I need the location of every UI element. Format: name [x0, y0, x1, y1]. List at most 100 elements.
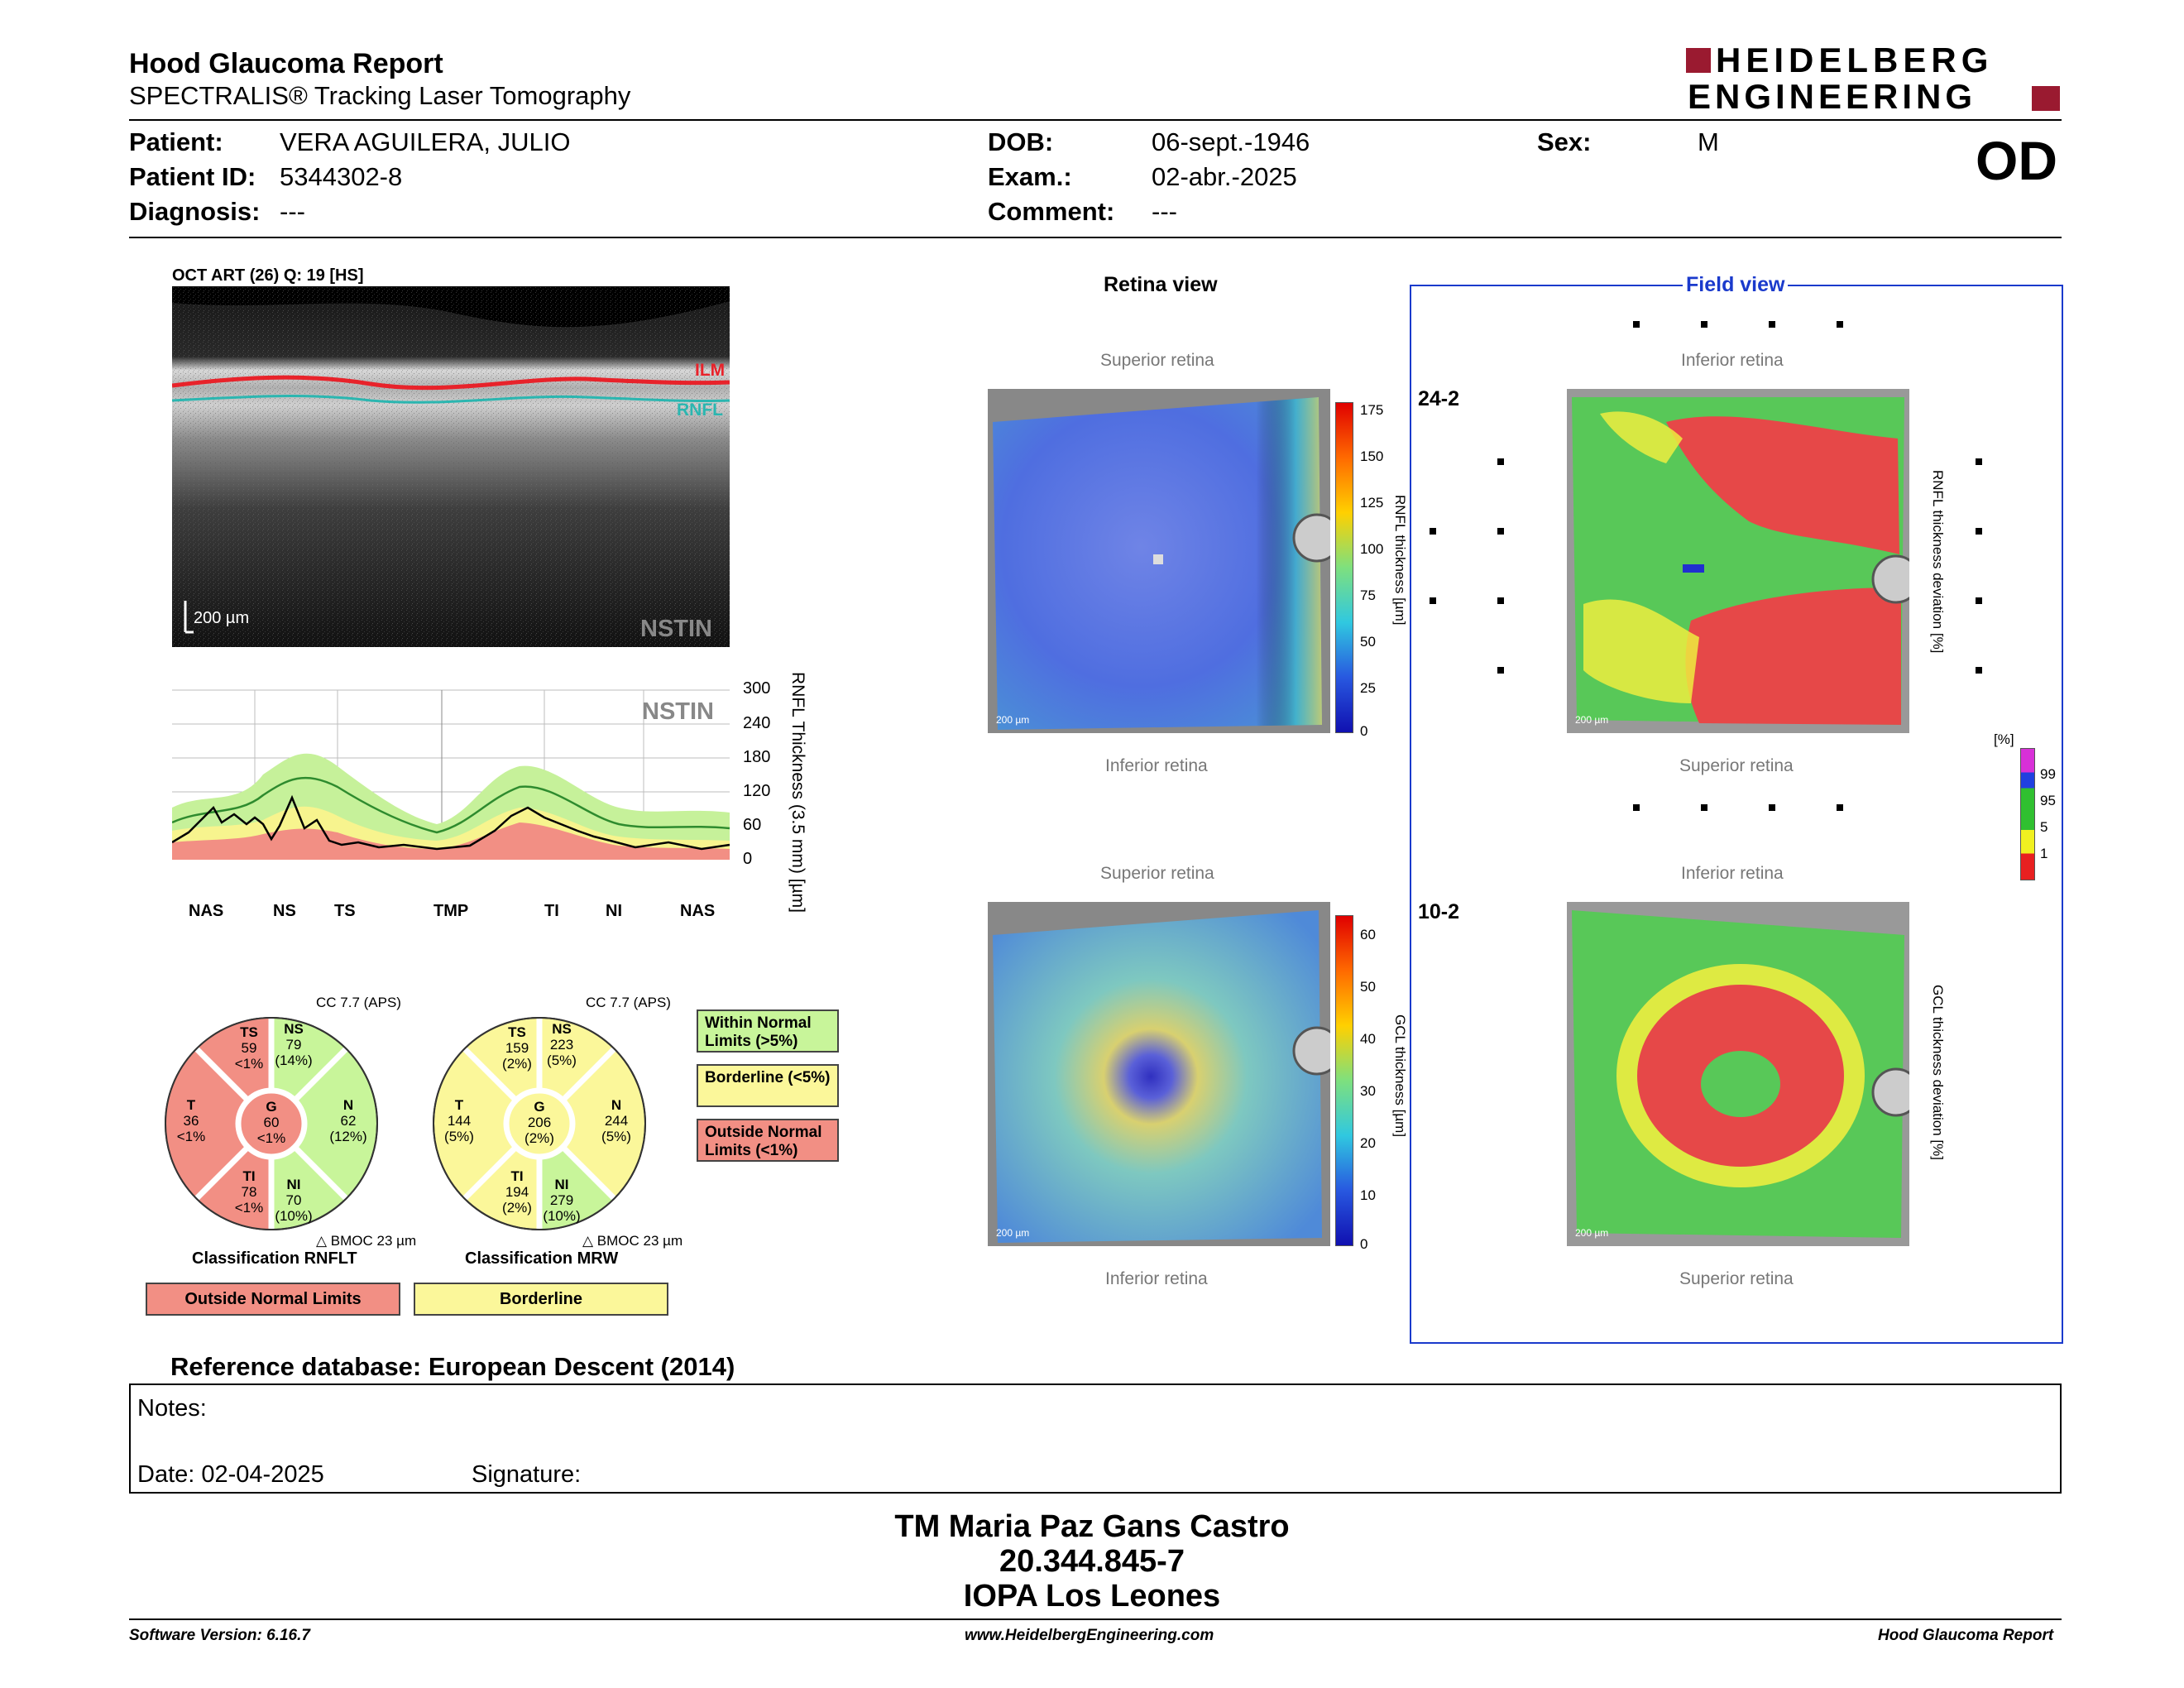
oct-bscan: ILM RNFL 200 µm NSTIN [171, 286, 730, 647]
header-divider [129, 119, 2062, 121]
profile-ytick-60: 60 [743, 816, 762, 834]
pct-unit: [%] [1994, 731, 2014, 747]
retina-view-title: Retina view [1104, 273, 1218, 296]
gcl-tick-0: 0 [1360, 1236, 1368, 1252]
rnflt-t: T 36 <1% [176, 1097, 206, 1144]
profile-ylabel: RNFL Thickness (3.5 mm) [µm] [788, 672, 807, 913]
rnfl-tick-100: 100 [1360, 541, 1384, 557]
pct-tick-99: 99 [2040, 766, 2056, 782]
signature-name: TM Maria Paz Gans Castro [894, 1509, 1290, 1544]
gcl-tick-40: 40 [1360, 1031, 1376, 1047]
rnfl-tick-50: 50 [1360, 634, 1376, 650]
gcl-tick-20: 20 [1360, 1135, 1376, 1151]
diagnosis-value: --- [280, 197, 305, 226]
mrw-ti: TI 194 (2%) [502, 1168, 532, 1216]
rnfl-deviation-map: 200 µm [1567, 389, 1921, 733]
rnflt-bmo: △ BMOC 23 µm [316, 1233, 417, 1249]
heidelberg-logo: HEIDELBERG ENGINEERING [1686, 43, 2067, 119]
sector-ns: NS [273, 902, 296, 920]
sex-label: Sex: [1537, 127, 1592, 156]
mrw-classification-label: Classification MRW [465, 1249, 619, 1268]
pct-tick-1: 1 [2040, 846, 2048, 861]
rnfl-tick-0: 0 [1360, 723, 1368, 739]
rnflt-n: N 62 (12%) [329, 1097, 367, 1144]
rnfl-colorbar [1335, 402, 1353, 733]
signature-id: 20.344.845-7 [999, 1544, 1185, 1579]
rnfl-tick-25: 25 [1360, 680, 1376, 696]
legend-borderline: Borderline (<5%) [697, 1064, 839, 1107]
gcl-deviation-map: 200 µm [1567, 902, 1921, 1246]
retina-gcl-superior: Superior retina [1100, 864, 1214, 883]
field-view-title: Field view [1683, 273, 1789, 297]
gcl-colorbar [1335, 915, 1353, 1246]
rnfl-tick-75: 75 [1360, 587, 1376, 603]
logo-line-2: ENGINEERING [1688, 77, 1977, 116]
gcl-tick-50: 50 [1360, 979, 1376, 995]
exam-value: 02-abr.-2025 [1152, 162, 1297, 191]
svg-text:200 µm: 200 µm [1575, 1227, 1608, 1239]
mrw-t: T 144 (5%) [444, 1097, 474, 1144]
report-subtitle: SPECTRALIS® Tracking Laser Tomography [129, 81, 631, 110]
profile-ytick-0: 0 [743, 850, 753, 868]
rnflt-g: G 60 <1% [256, 1099, 286, 1146]
notes-date: Date: 02-04-2025 [137, 1461, 324, 1488]
notes-signature-label: Signature: [472, 1461, 582, 1488]
rnfl-thickness-profile: NSTIN 300 240 180 120 60 0 [171, 680, 770, 907]
rnfl-thickness-map: 200 µm [988, 389, 1342, 733]
reference-database: Reference database: European Descent (20… [170, 1352, 735, 1381]
footer-url[interactable]: www.HeidelbergEngineering.com [965, 1627, 1214, 1644]
rnfl-tick-125: 125 [1360, 495, 1384, 511]
signature-org: IOPA Los Leones [963, 1579, 1221, 1614]
mrw-g: G 206 (2%) [524, 1099, 554, 1146]
gcl-tick-60: 60 [1360, 927, 1376, 942]
field-points-242 [1423, 314, 2002, 827]
logo-line-1: HEIDELBERG [1716, 41, 1994, 79]
pct-tick-95: 95 [2040, 793, 2056, 808]
rnfl-tick-175: 175 [1360, 402, 1384, 418]
field-102-label: 10-2 [1418, 900, 1460, 923]
legend-outside-normal: Outside Normal Limits (<1%) [697, 1119, 839, 1162]
footer-report-name: Hood Glaucoma Report [1878, 1627, 2054, 1644]
dob-value: 06-sept.-1946 [1152, 127, 1310, 156]
rnflt-sector-diagram: TS 59 <1% NS 79 (14%) T 36 <1% G 60 <1% N 62 (12%)… [162, 1014, 381, 1233]
rnflt-classification-box: Outside Normal Limits [146, 1283, 400, 1316]
field-242-label: 24-2 [1418, 387, 1460, 410]
gcl-deviation-label: GCL thickness deviation [%] [1930, 985, 1946, 1160]
sector-nas-2: NAS [680, 902, 716, 920]
legend-within-normal: Within Normal Limits (>5%) [697, 1009, 839, 1053]
gcl-thickness-map: 200 µm [988, 902, 1342, 1246]
dob-label: DOB: [988, 127, 1054, 156]
mrw-cc-label: CC 7.7 (APS) [586, 995, 671, 1010]
rnfl-colorbar-label: RNFL thickness [µm] [1392, 495, 1408, 626]
sector-ts: TS [334, 902, 356, 920]
gcl-tick-30: 30 [1360, 1083, 1376, 1099]
profile-nstin-label: NSTIN [642, 698, 714, 725]
sector-ti: TI [544, 902, 559, 920]
comment-label: Comment: [988, 197, 1115, 226]
profile-ytick-180: 180 [743, 748, 771, 766]
rnfl-tick-150: 150 [1360, 448, 1384, 464]
retina-rnfl-inferior: Inferior retina [1105, 756, 1208, 775]
mrw-ns: NS 223 (5%) [547, 1021, 577, 1068]
svg-text:200 µm: 200 µm [1575, 714, 1608, 726]
profile-ytick-240: 240 [743, 714, 771, 732]
patient-divider [129, 237, 2062, 238]
sector-tmp: TMP [433, 902, 469, 920]
notes-box[interactable]: Notes: Date: 02-04-2025 Signature: [129, 1383, 2062, 1494]
retina-rnfl-superior: Superior retina [1100, 351, 1214, 370]
patient-label: Patient: [129, 127, 223, 156]
comment-value: --- [1152, 197, 1177, 226]
diagnosis-label: Diagnosis: [129, 197, 261, 226]
svg-text:200 µm: 200 µm [996, 714, 1029, 726]
rnflt-ns: NS 79 (14%) [275, 1021, 313, 1068]
ilm-label: ILM [695, 361, 726, 380]
oct-nstin-label: NSTIN [640, 616, 712, 642]
patient-name: VERA AGUILERA, JULIO [280, 127, 571, 156]
mrw-ts: TS 159 (2%) [502, 1024, 532, 1072]
oct-caption: OCT ART (26) Q: 19 [HS] [172, 266, 364, 285]
mrw-ni: NI 279 (10%) [543, 1177, 581, 1224]
field-242-superior: Superior retina [1679, 756, 1794, 775]
eye-label: OD [1976, 130, 2057, 191]
mrw-n: N 244 (5%) [601, 1097, 631, 1144]
